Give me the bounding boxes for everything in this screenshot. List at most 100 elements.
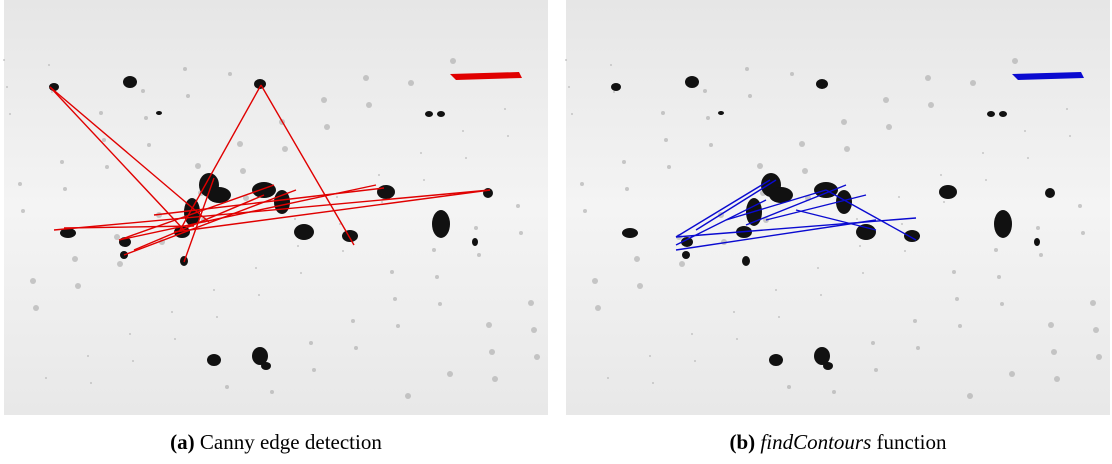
blob [1034,238,1040,246]
blob [342,230,358,242]
speck [48,64,50,66]
blob [904,230,920,242]
speck [114,234,120,240]
blob [999,111,1007,117]
speck [856,218,858,220]
speck [940,174,942,176]
speck [504,108,506,110]
speck [901,223,903,225]
blob [742,256,750,266]
speck [408,80,414,86]
blob [1045,188,1055,198]
speck [1039,253,1043,257]
speck [390,270,394,274]
speck [237,141,243,147]
speck [174,338,176,340]
speck [51,91,53,93]
speck [748,94,752,98]
speck [90,382,92,384]
speck [309,341,313,345]
speck [709,143,713,147]
speck [282,146,288,152]
speck [790,72,794,76]
speck [465,157,467,159]
speck [324,124,330,130]
speck [354,346,358,350]
speck [745,67,749,71]
speck [171,311,173,313]
blob [156,111,162,115]
speck [99,111,103,115]
speck [1078,204,1082,208]
speck [423,179,425,181]
speck [186,94,190,98]
speck [87,355,89,357]
blob [294,224,314,240]
speck [757,163,763,169]
speck [531,327,537,333]
speck [216,316,218,318]
speck [294,218,296,220]
speck [916,346,920,350]
blob [377,185,395,199]
speck [1054,376,1060,382]
blob [472,238,478,246]
speck [898,196,900,198]
speck [736,338,738,340]
speck [817,267,819,269]
speck [1048,322,1054,328]
blob [685,76,699,88]
speck [75,283,81,289]
speck [213,289,215,291]
speck [342,250,344,252]
speck [565,59,567,61]
speck [435,275,439,279]
speck [595,305,601,311]
speck [300,272,302,274]
speck [396,324,400,328]
speck [958,324,962,328]
speck [1024,130,1026,132]
speck [129,333,131,335]
speck [147,143,151,147]
blob [682,251,690,259]
speck [18,182,22,186]
speck [874,368,878,372]
speck [733,311,735,313]
speck [447,371,453,377]
speck [625,187,629,191]
blob [425,111,433,117]
speck [60,160,64,164]
speck [1012,58,1018,64]
speck [982,152,984,154]
speck [691,333,693,335]
speck [420,152,422,154]
blob [816,79,828,89]
speck [775,289,777,291]
speck [45,377,47,379]
speck [778,316,780,318]
speck [489,349,495,355]
caption-text: Canny edge detection [200,430,382,454]
speck [225,385,229,389]
speck [820,294,822,296]
speck [997,275,1001,279]
speck [613,91,615,93]
speck [1081,231,1085,235]
speck [928,102,934,108]
speck [844,146,850,152]
speck [312,368,316,372]
caption-label: (b) [729,430,755,454]
speck [516,204,520,208]
speck [1093,327,1099,333]
speck [679,261,685,267]
speck [141,89,145,93]
speck [952,270,956,274]
speck [117,261,123,267]
speck [592,278,598,284]
speck [72,256,78,262]
blob [622,228,638,238]
speck [21,209,25,213]
speck [255,267,257,269]
speck [622,160,626,164]
